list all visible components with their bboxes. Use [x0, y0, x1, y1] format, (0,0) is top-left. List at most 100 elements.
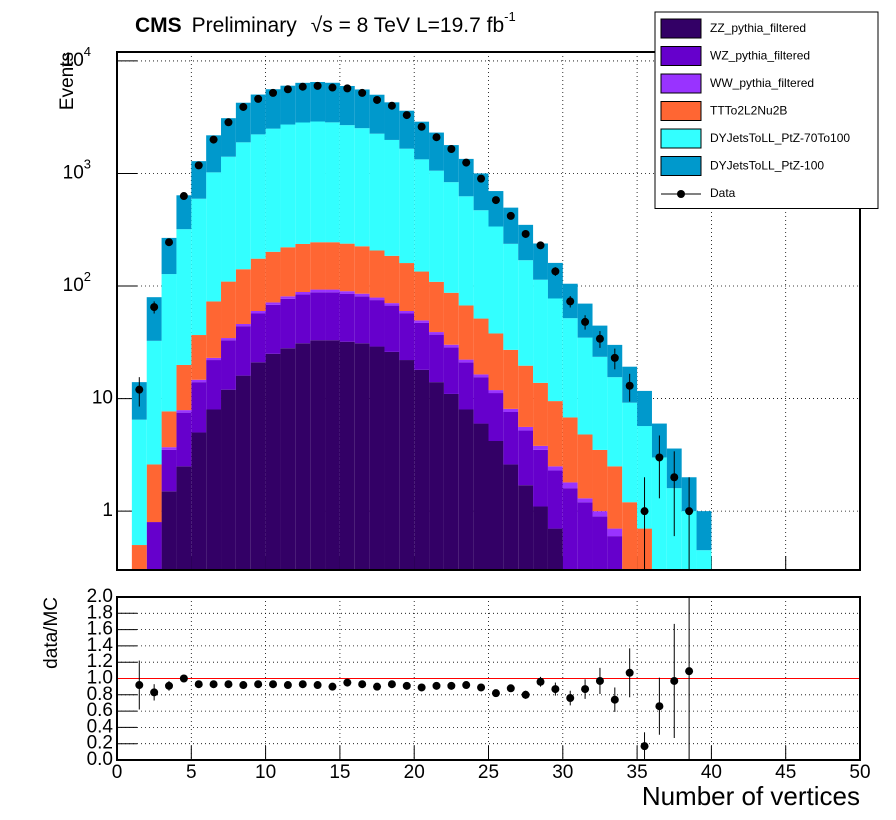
histogram-bar: [265, 128, 281, 252]
plot-frame: [116, 51, 861, 571]
legend-swatch: [660, 156, 702, 176]
legend-swatch: [660, 128, 702, 149]
data-point: [387, 680, 396, 689]
histogram-bar: [221, 340, 236, 390]
histogram-bar: [161, 274, 177, 412]
legend-label: ZZ_pythia_filtered: [710, 21, 806, 35]
data-point: [179, 192, 188, 201]
x-tick-label: 40: [701, 762, 722, 783]
histogram-bar: [488, 333, 504, 391]
histogram-bar: [176, 364, 192, 411]
y-tick-label: 1.4: [87, 635, 114, 656]
histogram-bar: [503, 464, 519, 570]
data-point: [373, 682, 382, 691]
histogram-bar: [235, 142, 251, 270]
y-tick-label: 2.0: [87, 586, 113, 607]
data-point: [685, 667, 694, 676]
histogram-bar: [443, 182, 459, 293]
data-point: [194, 161, 203, 170]
data-point: [595, 334, 604, 343]
histogram-bar: [295, 243, 311, 293]
histogram-bar: [176, 410, 192, 413]
histogram-bar: [399, 313, 415, 361]
y-tick-base: 10: [63, 162, 84, 183]
data-point: [165, 681, 174, 690]
data-point: [551, 267, 560, 276]
histogram-bar: [191, 335, 207, 380]
histogram-bar: [577, 498, 593, 503]
histogram-bar: [503, 349, 519, 409]
legend-swatch: [660, 101, 702, 121]
histogram-bar: [384, 255, 400, 304]
histogram-bar: [250, 258, 266, 311]
experiment: CMS: [135, 14, 182, 37]
histogram-bar: [458, 359, 474, 363]
histogram-bar: [206, 301, 222, 358]
histogram-bar: [265, 353, 281, 570]
x-tick-label: 25: [478, 762, 499, 783]
y-tick-label: 1.6: [87, 619, 113, 640]
histogram-bar: [191, 382, 207, 433]
y-axis-label: Events: [57, 52, 78, 110]
histogram-bar: [265, 302, 281, 305]
histogram-bar: [533, 382, 548, 446]
histogram-bar: [339, 243, 355, 292]
histogram-bar: [369, 94, 385, 134]
data-point: [506, 684, 515, 693]
histogram-bar: [369, 297, 385, 301]
histogram-bar: [310, 292, 326, 341]
legend-label: DYJetsToLL_PtZ-100: [710, 159, 824, 173]
histogram-bar: [206, 172, 222, 302]
histogram-bar: [280, 296, 296, 299]
histogram-bar: [221, 118, 236, 157]
x-tick-label: 45: [775, 762, 796, 783]
data-point: [313, 81, 322, 90]
histogram-bar: [473, 377, 489, 424]
histogram-bar: [295, 294, 311, 344]
histogram-bar: [325, 122, 340, 243]
data-point: [432, 681, 441, 690]
histogram-bar: [473, 173, 489, 211]
histogram-bar: [547, 466, 563, 471]
data-point: [298, 82, 307, 91]
histogram-bar: [280, 298, 296, 349]
histogram-bar: [503, 412, 519, 465]
legend-label: DYJetsToLL_PtZ-70To100: [710, 131, 850, 145]
legend-label: WW_pythia_filtered: [710, 76, 814, 90]
histogram-bar: [488, 440, 504, 570]
data-point: [209, 680, 218, 689]
histogram-bar: [651, 457, 667, 570]
histogram-bar: [191, 379, 207, 383]
x-axis-label: Number of vertices: [642, 781, 860, 811]
histogram-bar: [339, 341, 355, 570]
legend-swatch: [660, 73, 702, 94]
histogram-bar: [310, 121, 326, 243]
histogram-bar: [592, 356, 608, 450]
x-tick-label: 15: [329, 762, 350, 783]
histogram-bar: [473, 423, 489, 570]
histogram-bar: [250, 311, 266, 314]
histogram-bar: [592, 449, 608, 512]
histogram-bar: [414, 320, 430, 323]
histogram-bar: [488, 393, 504, 441]
histogram-bar: [325, 292, 340, 341]
histogram-bar: [235, 323, 251, 327]
histogram-bar: [592, 516, 608, 570]
data-point: [462, 681, 471, 690]
data-point: [566, 297, 575, 306]
data-point: [566, 694, 575, 703]
data-point: [298, 680, 307, 689]
data-point: [358, 680, 367, 689]
histogram-bar: [339, 125, 355, 244]
histogram-bar: [310, 289, 326, 293]
legend-label: TTTo2L2Nu2B: [710, 104, 787, 118]
histogram-bar: [399, 110, 415, 149]
histogram-bar: [191, 198, 207, 336]
histogram-bar: [458, 362, 474, 410]
histogram-bar: [518, 485, 534, 570]
histogram-bar: [221, 338, 236, 341]
histogram-bar: [369, 250, 385, 298]
histogram-bar: [369, 300, 385, 347]
y-tick-label: 1: [102, 500, 113, 521]
y-axis-label: data/MC: [41, 597, 62, 669]
